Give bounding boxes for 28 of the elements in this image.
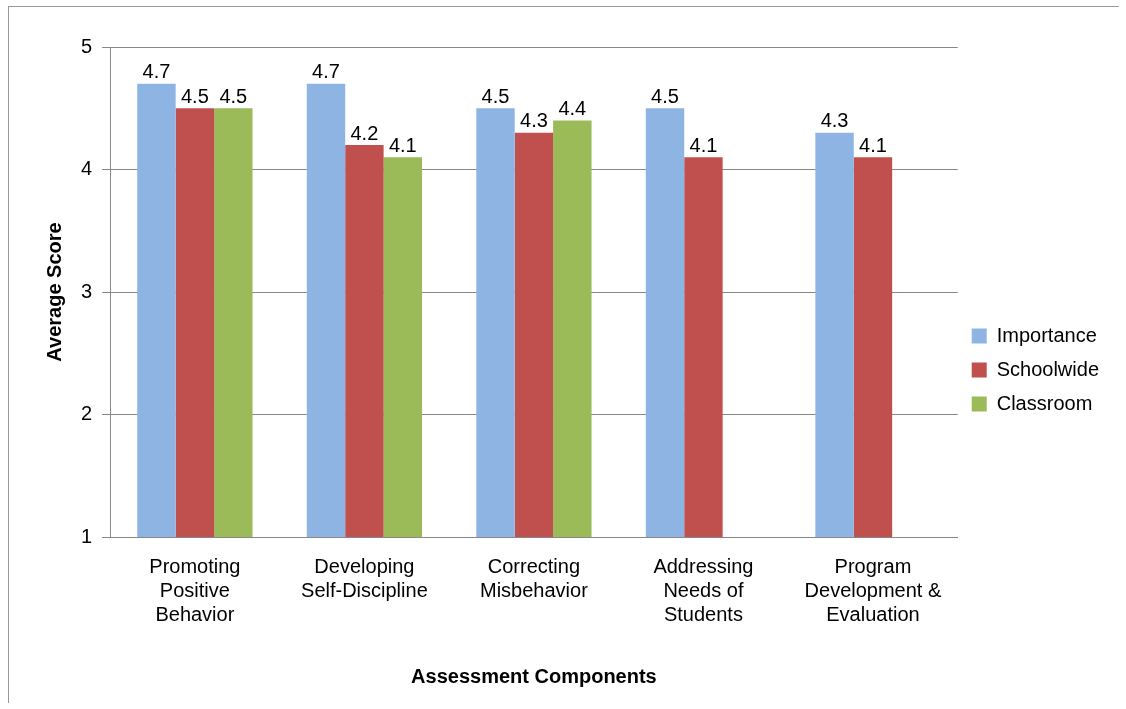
data-label: 4.7 bbox=[312, 60, 340, 83]
legend-label: Importance bbox=[996, 323, 1097, 346]
data-label: 4.7 bbox=[142, 60, 171, 83]
legend-label: Classroom bbox=[996, 391, 1093, 414]
data-label: 4.1 bbox=[388, 133, 417, 156]
y-tick-label: 4 bbox=[81, 157, 93, 180]
y-tick-label: 1 bbox=[81, 524, 93, 547]
y-tick-label: 3 bbox=[81, 279, 93, 302]
data-label: 4.1 bbox=[689, 133, 718, 156]
data-label: 4.5 bbox=[481, 84, 510, 107]
x-axis-title: Assessment Components bbox=[411, 664, 657, 687]
y-axis-title: Average Score bbox=[42, 222, 65, 362]
x-tick-label: Correcting Misbehavior bbox=[480, 554, 589, 601]
y-tick-label: 2 bbox=[81, 402, 93, 425]
data-label: 4.5 bbox=[219, 84, 248, 107]
data-label: 4.5 bbox=[180, 84, 209, 107]
x-tick-label: Program Development & Evaluation bbox=[804, 554, 942, 625]
legend-label: Schoolwide bbox=[996, 357, 1100, 380]
data-label: 4.4 bbox=[558, 97, 587, 120]
data-label: 4.3 bbox=[820, 109, 849, 132]
x-tick-label: Addressing Needs of Students bbox=[653, 554, 754, 625]
data-label: 4.1 bbox=[859, 133, 887, 156]
data-label: 4.5 bbox=[651, 84, 679, 107]
x-tick-label: Developing Self-Discipline bbox=[301, 554, 428, 601]
data-label: 4.3 bbox=[520, 109, 548, 132]
y-tick-label: 5 bbox=[81, 34, 93, 57]
x-tick-label: Promoting Positive Behavior bbox=[149, 554, 241, 625]
data-label: 4.2 bbox=[350, 121, 379, 144]
